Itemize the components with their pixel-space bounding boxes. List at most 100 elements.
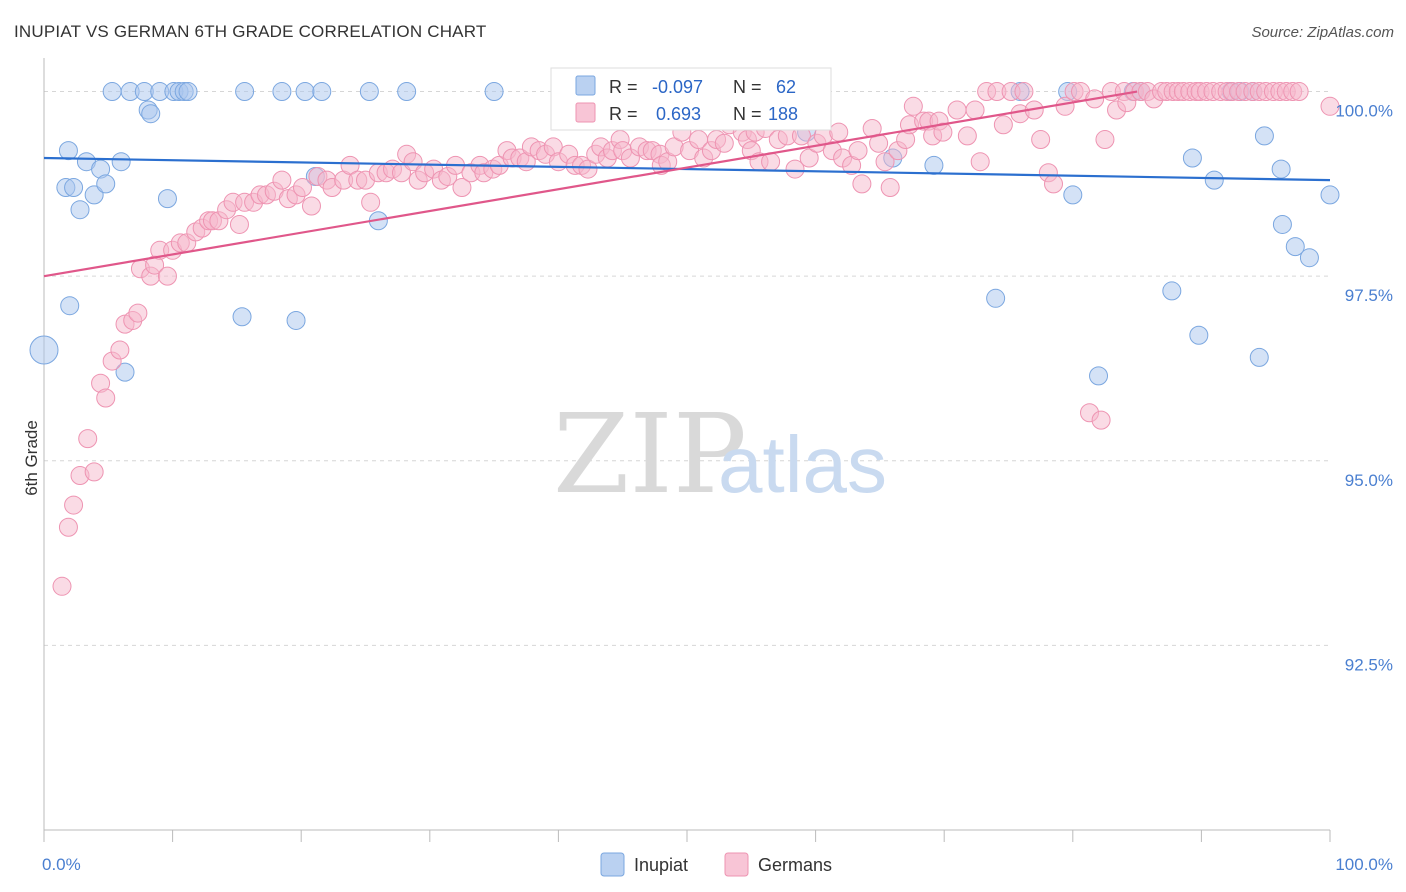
point-inupiat-4 — [64, 178, 84, 198]
stats-swatch-inupiat — [575, 75, 596, 96]
point-inupiat-54 — [1254, 126, 1274, 146]
point-inupiat-18 — [157, 189, 177, 209]
point-germans-123 — [880, 178, 900, 198]
point-germans-12 — [128, 303, 148, 323]
point-germans-2 — [64, 495, 84, 515]
chart-title: INUPIAT VS GERMAN 6TH GRADE CORRELATION … — [14, 22, 487, 41]
point-germans-132 — [933, 122, 953, 142]
point-germans-133 — [947, 100, 967, 120]
point-germans-34 — [272, 170, 292, 190]
stats-n-label-inupiat: N = — [733, 77, 762, 97]
trend-line-inupiat — [43, 156, 1331, 182]
x-tick-label-0: 0.0% — [42, 855, 81, 874]
trend-lines — [43, 90, 1331, 278]
point-germans-37 — [292, 178, 312, 198]
point-germans-144 — [1031, 130, 1051, 150]
point-inupiat-49 — [1204, 170, 1224, 190]
point-inupiat-24 — [232, 307, 252, 327]
stats-swatch-germans — [575, 102, 596, 123]
stats-r-value-inupiat: -0.097 — [652, 77, 703, 97]
point-germans-122 — [875, 152, 895, 172]
trend-line-germans — [43, 90, 1138, 278]
point-inupiat-48 — [1189, 325, 1209, 345]
stats-legend: R = -0.097 N = 62 R = 0.693 N = 188 — [550, 67, 832, 131]
source-credit: Source: ZipAtlas.com — [1251, 24, 1394, 41]
watermark-atlas: atlas — [718, 420, 887, 509]
point-germans-152 — [1091, 410, 1111, 430]
point-germans-9 — [110, 340, 130, 360]
point-germans-134 — [957, 126, 977, 146]
point-inupiat-26 — [286, 310, 306, 330]
axes — [43, 58, 1331, 842]
x-tick-labels: 0.0% 100.0% — [42, 855, 1393, 874]
legend-swatch-germans — [724, 852, 749, 877]
point-inupiat-29 — [312, 82, 332, 102]
stats-legend-box — [550, 67, 832, 131]
watermark: ZIP atlas — [553, 390, 887, 518]
point-germans-5 — [84, 462, 104, 482]
point-germans-98 — [714, 133, 734, 153]
point-inupiat-55 — [1271, 159, 1291, 179]
point-germans-111 — [799, 148, 819, 168]
point-inupiat-58 — [1299, 248, 1319, 268]
point-germans-38 — [301, 196, 321, 216]
point-germans-136 — [970, 152, 990, 172]
point-germans-17 — [157, 266, 177, 286]
stats-r-label-inupiat: R = — [609, 77, 638, 97]
point-inupiat-32 — [397, 82, 417, 102]
point-germans-142 — [1014, 82, 1034, 102]
point-inupiat-11 — [111, 152, 131, 172]
point-inupiat-23 — [235, 82, 255, 102]
point-inupiat-10 — [102, 82, 122, 102]
point-inupiat-7 — [84, 185, 104, 205]
point-germans-59 — [452, 178, 472, 198]
point-germans-185 — [1320, 96, 1340, 116]
point-inupiat-30 — [359, 82, 379, 102]
legend-swatch-inupiat — [600, 852, 625, 877]
point-inupiat-9 — [96, 174, 116, 194]
point-inupiat-59 — [1320, 185, 1340, 205]
legend-label-inupiat: Inupiat — [634, 855, 688, 875]
point-inupiat-2 — [60, 296, 80, 316]
point-germans-118 — [848, 141, 868, 161]
point-germans-28 — [229, 214, 249, 234]
gridlines — [44, 91, 1330, 646]
point-inupiat-12 — [115, 362, 135, 382]
point-inupiat-25 — [272, 82, 292, 102]
point-germans-7 — [96, 388, 116, 408]
x-tick-label-1: 100.0% — [1335, 855, 1393, 874]
point-germans-0 — [52, 576, 72, 596]
y-tick-label-3: 92.5% — [1345, 655, 1393, 674]
point-inupiat-3 — [58, 141, 78, 161]
series-legend: Inupiat Germans — [600, 852, 832, 877]
stats-n-value-inupiat: 62 — [776, 77, 796, 97]
point-inupiat-47 — [1182, 148, 1202, 168]
point-inupiat-27 — [295, 82, 315, 102]
stats-n-value-germans: 188 — [768, 104, 798, 124]
stats-r-value-germans: 0.693 — [656, 104, 701, 124]
point-inupiat-53 — [1249, 347, 1269, 367]
point-inupiat-22 — [178, 82, 198, 102]
stats-r-label-germans: R = — [609, 104, 638, 124]
point-germans-52 — [403, 152, 423, 172]
point-inupiat-38 — [924, 155, 944, 175]
watermark-zip: ZIP — [553, 390, 747, 518]
point-germans-109 — [785, 159, 805, 179]
point-germans-135 — [965, 100, 985, 120]
series-germans-points — [52, 82, 1340, 596]
legend-label-germans: Germans — [758, 855, 832, 875]
y-tick-label-0: 100.0% — [1335, 102, 1393, 121]
y-tick-labels: 100.0% 97.5% 95.0% 92.5% — [1335, 102, 1393, 675]
point-inupiat-0 — [29, 335, 59, 365]
point-germans-127 — [903, 96, 923, 116]
point-inupiat-16 — [141, 104, 161, 124]
y-axis-label: 6th Grade — [22, 420, 41, 496]
point-germans-77 — [578, 159, 598, 179]
point-germans-184 — [1289, 82, 1309, 102]
point-germans-153 — [1095, 130, 1115, 150]
point-inupiat-46 — [1162, 281, 1182, 301]
point-inupiat-42 — [1063, 185, 1083, 205]
point-inupiat-5 — [70, 200, 90, 220]
point-germans-139 — [993, 115, 1013, 135]
